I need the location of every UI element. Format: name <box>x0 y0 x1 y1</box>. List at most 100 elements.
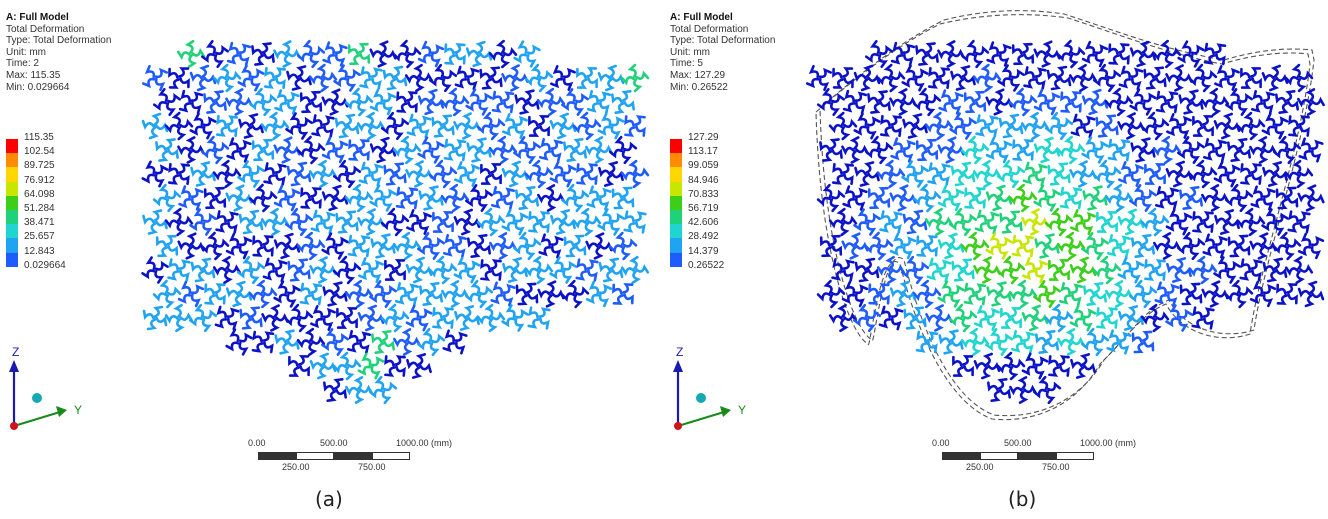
mesh-cell <box>917 332 937 352</box>
mesh-cell <box>866 233 892 259</box>
legend-swatch <box>6 196 18 210</box>
mesh-cell <box>337 212 358 233</box>
mesh-cell <box>214 161 240 187</box>
mesh-cell <box>976 211 998 233</box>
mesh-cell <box>1156 283 1179 306</box>
mesh-cell <box>1109 140 1129 160</box>
mesh-cell <box>190 209 215 234</box>
mesh-cell <box>977 116 998 137</box>
mesh-cell <box>166 209 192 235</box>
mesh-cell <box>1046 209 1072 235</box>
mesh-cell <box>169 260 190 281</box>
mesh-cell <box>1083 42 1107 66</box>
mesh-cell <box>1058 137 1084 163</box>
mesh-cell <box>455 306 478 329</box>
legend-label: 115.35 <box>24 132 54 144</box>
mesh-cell <box>478 209 504 235</box>
legend-swatch <box>6 139 18 153</box>
model-info-a: A: Full Model Total Deformation Type: To… <box>6 12 111 93</box>
mesh-cell <box>939 138 964 163</box>
mesh-cell <box>169 164 189 184</box>
mesh-cell <box>442 185 468 211</box>
mesh-cell <box>842 137 867 162</box>
mesh-cell <box>540 139 561 160</box>
mesh-cell <box>1286 257 1312 283</box>
mesh-cell <box>1167 66 1192 91</box>
axis-triad-a: Z Y <box>4 340 94 440</box>
mesh-cell <box>1062 93 1081 112</box>
mesh-cell <box>1274 233 1300 259</box>
mesh-cell <box>891 234 915 258</box>
model-mesh-a <box>142 41 647 403</box>
mesh-cell <box>1049 356 1068 375</box>
mesh-cell <box>962 329 988 355</box>
model-mesh-b <box>807 41 1323 403</box>
mesh-cell <box>1289 116 1308 135</box>
legend-swatch <box>670 153 682 167</box>
scale-bar-b: 0.00 500.00 1000.00 (mm) 250.00 750.00 <box>932 436 1172 476</box>
scale-segment <box>942 452 980 460</box>
mesh-cell <box>529 308 550 329</box>
mesh-cell <box>455 258 479 282</box>
caption-b: (b) <box>1008 487 1036 511</box>
mesh-cell <box>157 236 177 256</box>
mesh-cell <box>1071 306 1095 330</box>
mesh-cell <box>298 137 324 163</box>
mesh-cell <box>975 306 998 329</box>
mesh-cell <box>371 186 396 211</box>
mesh-cell <box>205 188 225 208</box>
mesh-cell <box>1215 162 1239 186</box>
mesh-cell <box>1167 210 1191 234</box>
mesh-cell <box>586 137 611 162</box>
mesh-cell <box>975 354 999 378</box>
mesh-cell <box>250 89 276 115</box>
legend-swatch <box>6 153 18 167</box>
mesh-cell <box>577 164 596 183</box>
mesh-cell <box>565 236 585 256</box>
mesh-cell <box>1289 212 1310 233</box>
mesh-cell <box>830 209 856 235</box>
mesh-cell <box>855 114 879 138</box>
mesh-cell <box>433 212 452 231</box>
mesh-cell <box>371 42 396 67</box>
mesh-cell <box>1036 331 1057 352</box>
mesh-cell <box>394 329 419 354</box>
mesh-cell <box>228 43 250 65</box>
mesh-cell <box>455 162 478 185</box>
mesh-cell <box>1263 66 1287 90</box>
mesh-cell <box>625 212 646 233</box>
mesh-cell <box>1010 89 1036 115</box>
mesh-cell <box>844 187 867 210</box>
mesh-cell <box>539 282 564 307</box>
mesh-cell <box>974 161 1000 187</box>
mesh-cell <box>1142 305 1168 331</box>
mesh-cell <box>298 329 324 355</box>
mesh-cell <box>1110 45 1129 64</box>
mesh-cell <box>370 377 396 403</box>
mesh-cell <box>276 91 299 114</box>
mesh-cell <box>965 92 985 112</box>
mesh-cell <box>1181 284 1201 304</box>
mesh-cell <box>253 332 273 352</box>
legend-swatch <box>6 167 18 181</box>
mesh-cell <box>1203 282 1228 307</box>
mesh-cell <box>622 257 648 283</box>
mesh-cell <box>419 90 443 114</box>
legend-swatch <box>670 253 682 267</box>
mesh-cell <box>334 353 360 379</box>
mesh-cell <box>1049 260 1068 279</box>
mesh-cell <box>433 308 452 327</box>
mesh-cell <box>988 283 1011 306</box>
mesh-cell <box>940 331 963 354</box>
mesh-cell <box>262 113 288 139</box>
mesh-cell <box>599 114 623 138</box>
mesh-cell <box>881 116 901 136</box>
mesh-cell <box>385 356 404 375</box>
mesh-cell <box>833 260 854 281</box>
mesh-cell <box>614 285 633 304</box>
legend-label: 12.843 <box>24 246 55 258</box>
legend-swatch <box>670 139 682 153</box>
mesh-cell <box>1072 115 1094 137</box>
mesh-cell <box>142 257 167 282</box>
legend-label: 51.284 <box>24 203 55 215</box>
